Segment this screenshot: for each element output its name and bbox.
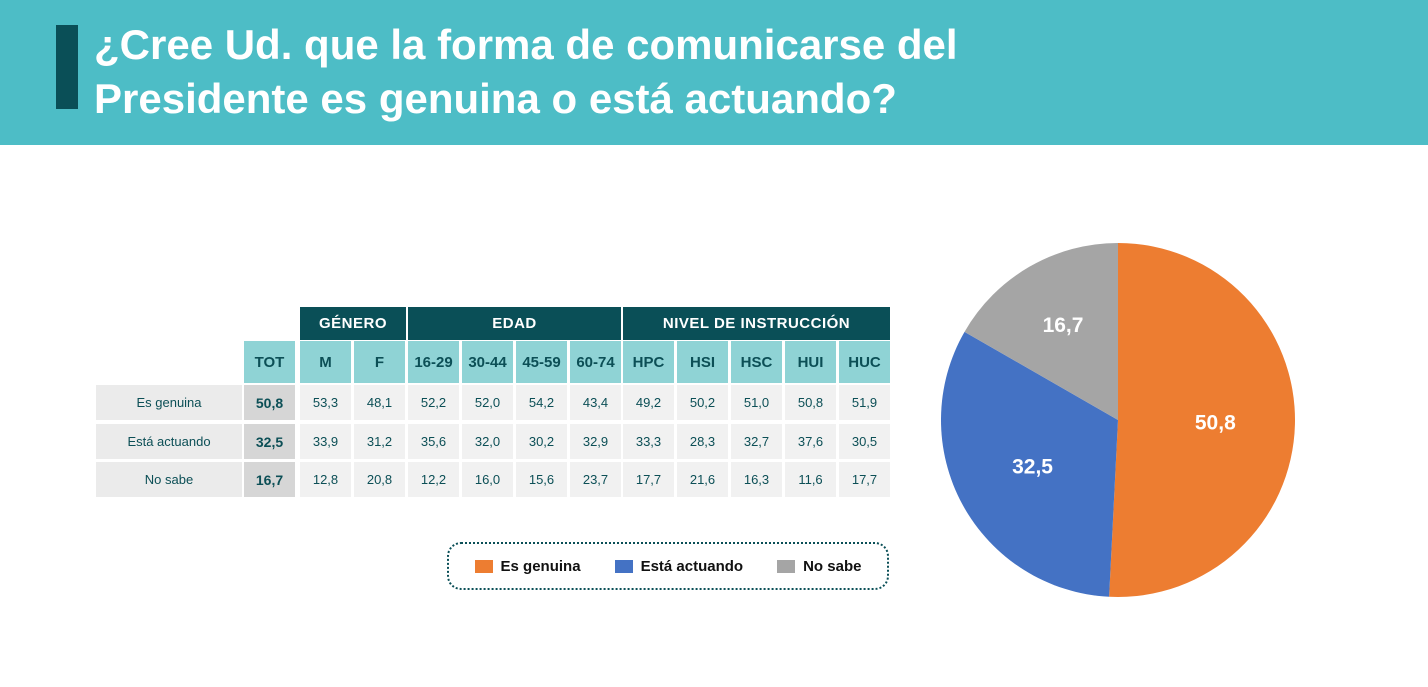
pie-slice-no-sabe [964,243,1118,420]
title-line-1: ¿Cree Ud. que la forma de comunicarse de… [94,21,958,68]
column-header-30-44: 30-44 [462,341,513,383]
table-cell: 48,1 [354,385,405,420]
legend-label: Es genuina [500,557,581,575]
table-cell: 50,2 [677,385,728,420]
chart-legend: Es genuina Está actuando No sabe [447,542,889,590]
title-line-2: Presidente es genuina o está actuando? [94,75,897,122]
column-header-16-29: 16-29 [408,341,459,383]
table-cell: 32,9 [570,424,621,459]
pie-data-label: 16,7 [1043,314,1084,337]
total-cell: 16,7 [244,462,295,497]
table-cell: 51,0 [731,385,782,420]
header-banner: ¿Cree Ud. que la forma de comunicarse de… [0,0,1428,145]
column-header-huc: HUC [839,341,890,383]
table-cell: 54,2 [516,385,567,420]
row-label: Es genuina [96,385,242,420]
table-cell: 17,7 [839,462,890,497]
table-cell: 33,9 [300,424,351,459]
pie-chart: 50,8 32,5 16,7 [941,243,1295,597]
column-header-hsc: HSC [731,341,782,383]
legend-swatch-orange [474,559,493,573]
column-header-45-59: 45-59 [516,341,567,383]
table-cell: 31,2 [354,424,405,459]
pie-data-label: 50,8 [1195,411,1236,434]
table-cell: 52,0 [462,385,513,420]
table-cell: 33,3 [623,424,674,459]
legend-swatch-gray [777,559,796,573]
legend-item-es-genuina: Es genuina [474,557,581,575]
table-cell: 16,0 [462,462,513,497]
pie-data-label: 32,5 [1012,456,1053,479]
table-cell: 20,8 [354,462,405,497]
table-cell: 50,8 [785,385,836,420]
table-cell: 32,7 [731,424,782,459]
column-header-tot: TOT [244,341,295,383]
column-header-m: M [300,341,351,383]
table-cell: 16,3 [731,462,782,497]
row-label: No sabe [96,462,242,497]
table-cell: 17,7 [623,462,674,497]
group-header-nivel: NIVEL DE INSTRUCCIÓN [623,307,890,340]
table-cell: 49,2 [623,385,674,420]
group-header-edad: EDAD [408,307,621,340]
table-cell: 15,6 [516,462,567,497]
column-header-hui: HUI [785,341,836,383]
page-title: ¿Cree Ud. que la forma de comunicarse de… [94,18,1394,126]
table-cell: 30,5 [839,424,890,459]
table-cell: 11,6 [785,462,836,497]
column-header-f: F [354,341,405,383]
table-cell: 35,6 [408,424,459,459]
header-accent-bar [56,25,78,109]
pie-slice-est-actuando [941,331,1118,597]
column-header-hsi: HSI [677,341,728,383]
table-cell: 43,4 [570,385,621,420]
group-header-genero: GÉNERO [300,307,406,340]
table-cell: 37,6 [785,424,836,459]
table-cell: 30,2 [516,424,567,459]
table-cell: 28,3 [677,424,728,459]
table-cell: 53,3 [300,385,351,420]
column-header-60-74: 60-74 [570,341,621,383]
column-header-hpc: HPC [623,341,674,383]
row-label: Está actuando [96,424,242,459]
table-cell: 12,2 [408,462,459,497]
table-cell: 52,2 [408,385,459,420]
legend-swatch-blue [614,559,633,573]
table-cell: 12,8 [300,462,351,497]
table-cell: 51,9 [839,385,890,420]
pie-slice-es-genuina [1109,243,1295,597]
table-cell: 32,0 [462,424,513,459]
legend-item-esta-actuando: Está actuando [614,557,744,575]
legend-label: No sabe [803,557,862,575]
table-cell: 23,7 [570,462,621,497]
legend-label: Está actuando [640,557,744,575]
total-cell: 50,8 [244,385,295,420]
legend-item-no-sabe: No sabe [777,558,861,575]
table-cell: 21,6 [677,462,728,497]
total-cell: 32,5 [244,424,295,459]
